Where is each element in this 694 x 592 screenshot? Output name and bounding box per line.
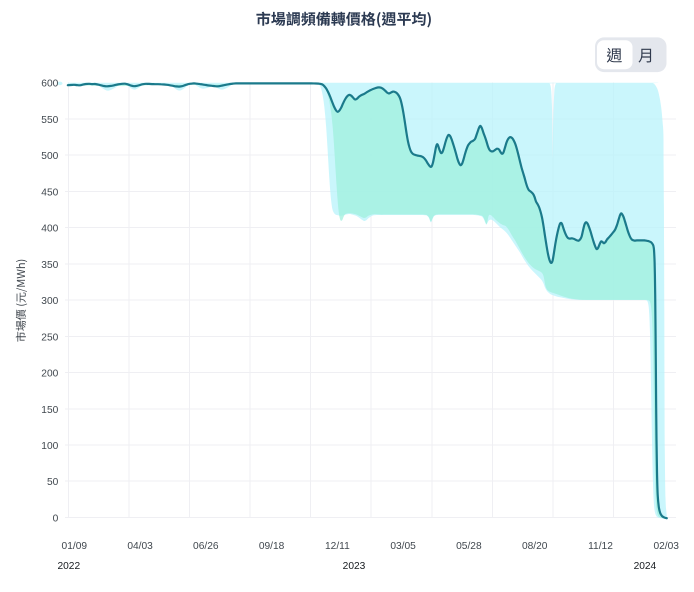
svg-text:100: 100: [41, 441, 58, 452]
svg-text:02/03: 02/03: [653, 541, 679, 552]
svg-text:2023: 2023: [343, 561, 366, 572]
svg-text:11/12: 11/12: [588, 541, 613, 552]
svg-text:200: 200: [41, 369, 58, 380]
svg-text:50: 50: [47, 477, 59, 488]
svg-text:500: 500: [41, 151, 58, 162]
svg-text:0: 0: [53, 514, 59, 525]
svg-text:09/18: 09/18: [259, 541, 285, 552]
svg-text:2022: 2022: [57, 561, 80, 572]
svg-text:03/05: 03/05: [390, 541, 416, 552]
svg-text:550: 550: [41, 115, 58, 126]
svg-text:250: 250: [41, 332, 58, 343]
svg-text:05/28: 05/28: [456, 541, 482, 552]
svg-text:12/11: 12/11: [325, 541, 350, 552]
svg-text:350: 350: [41, 260, 58, 271]
svg-text:450: 450: [41, 187, 58, 198]
svg-text:01/09: 01/09: [62, 541, 88, 552]
svg-text:300: 300: [41, 296, 58, 307]
svg-text:600: 600: [41, 79, 58, 90]
svg-text:400: 400: [41, 224, 58, 235]
svg-text:2024: 2024: [634, 561, 657, 572]
svg-text:08/20: 08/20: [522, 541, 548, 552]
svg-text:04/03: 04/03: [127, 541, 153, 552]
svg-text:06/26: 06/26: [193, 541, 219, 552]
svg-text:150: 150: [41, 405, 58, 416]
